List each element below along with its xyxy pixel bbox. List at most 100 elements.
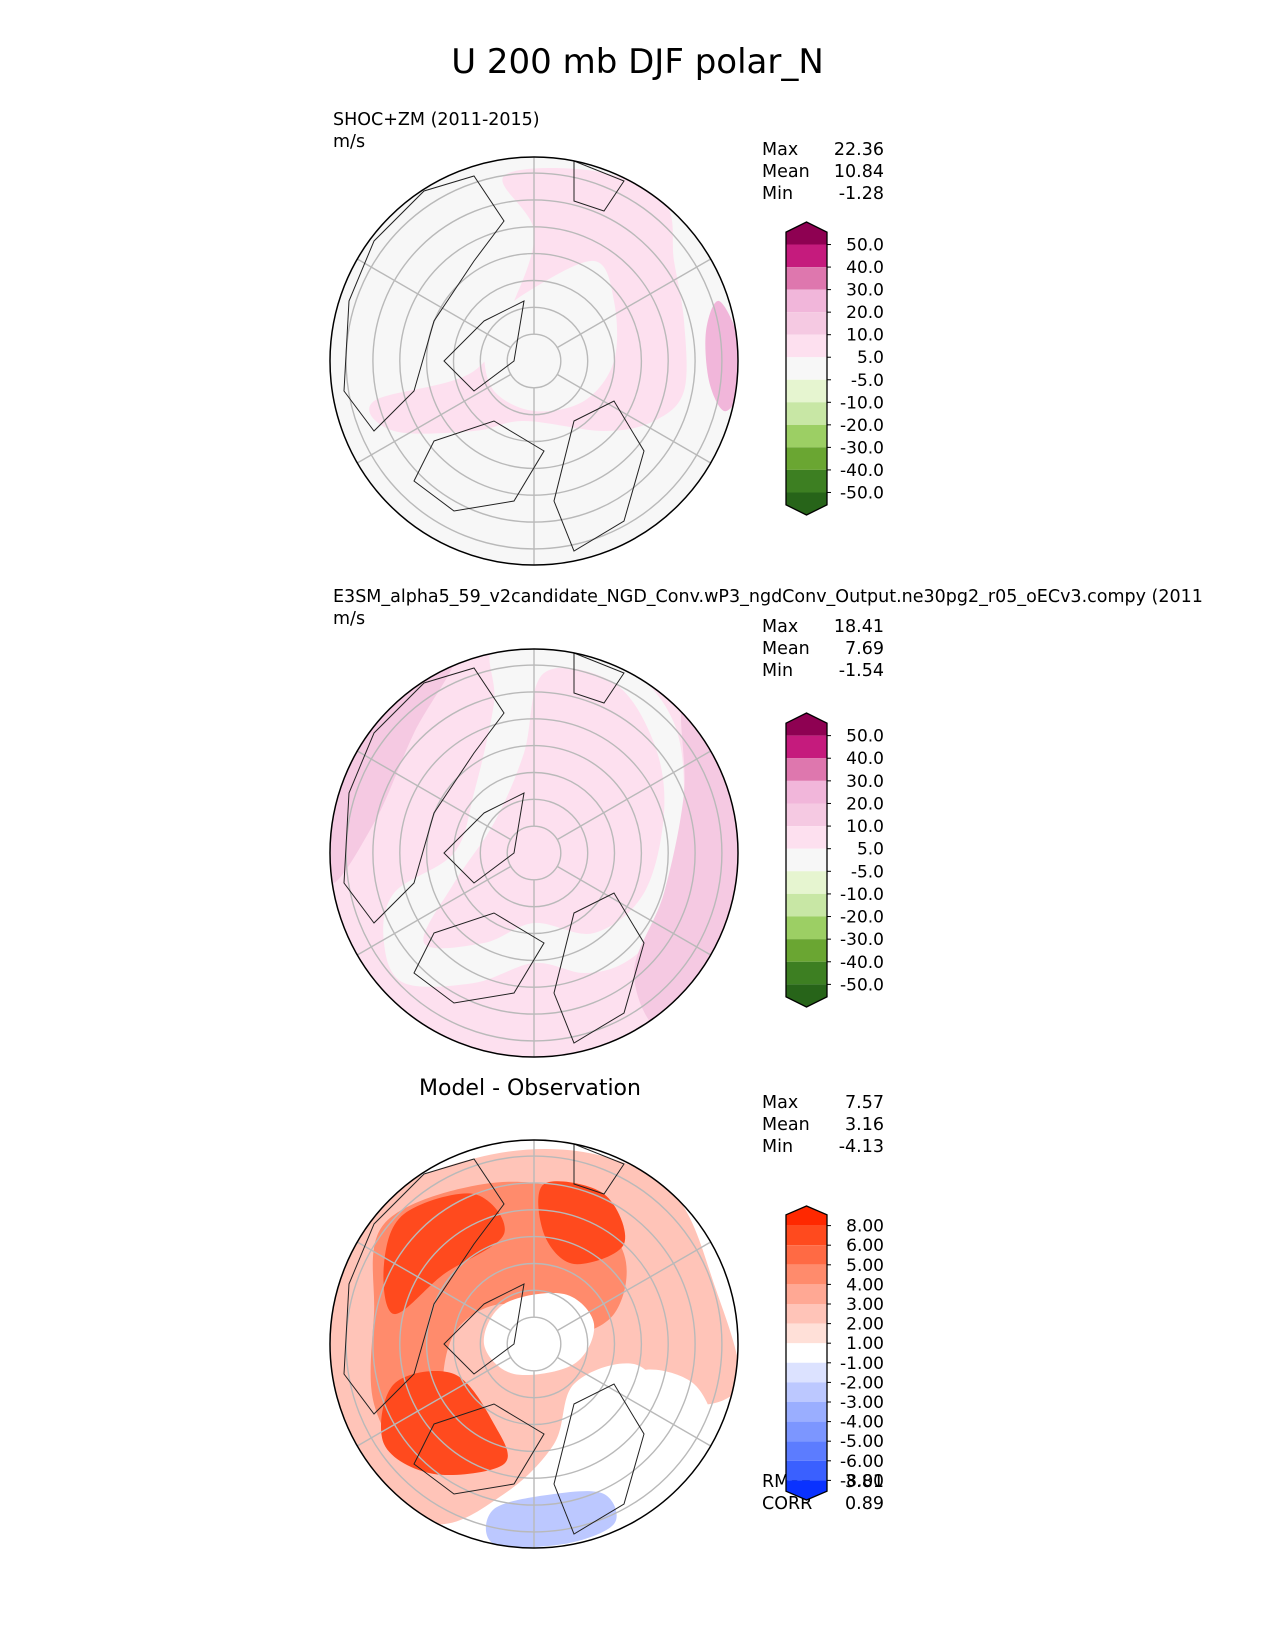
field-contour	[705, 300, 738, 412]
colorbar-segment	[786, 916, 827, 940]
panel-1-units: m/s	[333, 132, 366, 152]
meridian-line	[556, 1241, 712, 1332]
colorbar-tick-label: -40.0	[840, 461, 884, 481]
panel-1-stats: Max 22.36 Mean 10.84 Min -1.28	[762, 139, 884, 205]
colorbar-segment	[786, 1382, 827, 1402]
colorbar-segment	[786, 1441, 827, 1461]
colorbar-tick-label: 5.00	[846, 1256, 884, 1276]
meridian-line	[556, 1356, 712, 1447]
colorbar-tick-label: 4.00	[846, 1275, 884, 1295]
colorbar-segment	[786, 289, 827, 313]
colorbar-segment	[786, 1225, 827, 1246]
colorbar-tick-label: 5.0	[857, 840, 884, 860]
stat-mean-label: Mean	[762, 639, 810, 659]
panel-2-title: E3SM_alpha5_59_v2candidate_NGD_Conv.wP3_…	[333, 587, 1203, 607]
colorbar-segment	[786, 1421, 827, 1442]
meridian-line	[356, 1241, 512, 1332]
panel-3-title: Model - Observation	[419, 1076, 641, 1101]
colorbar-tick-label: -10.0	[840, 393, 884, 413]
coastline	[443, 792, 525, 884]
coastline	[573, 1143, 625, 1195]
coastline	[553, 400, 645, 552]
stat-min-label: Min	[762, 661, 794, 681]
colorbar-segment	[786, 713, 827, 736]
coastline	[413, 420, 545, 512]
map-panel-3-field	[330, 1140, 738, 1548]
colorbar-tick-label: 40.0	[846, 258, 884, 278]
colorbar-tick-label: 40.0	[846, 749, 884, 769]
corr-value: 0.89	[845, 1494, 884, 1514]
coastline	[413, 1403, 545, 1495]
meridian-line	[356, 1356, 512, 1447]
colorbar-outline	[785, 712, 828, 1008]
colorbar-tick-label: -30.0	[840, 930, 884, 950]
colorbar-segment	[786, 312, 827, 335]
stat-max-value: 7.57	[845, 1093, 884, 1113]
panel-2-stats: Max 18.41 Mean 7.69 Min -1.54	[762, 616, 884, 682]
meridian-line	[356, 373, 512, 464]
meridian-line	[356, 258, 512, 349]
colorbar-segment	[786, 469, 827, 493]
colorbar-segment	[786, 357, 827, 380]
corr-label: CORR	[762, 1494, 813, 1514]
meridian-line	[556, 258, 712, 349]
colorbar-segment	[786, 492, 827, 515]
coastline	[553, 1383, 645, 1535]
colorbar-segment	[786, 803, 827, 827]
colorbar-segment	[786, 826, 827, 849]
colorbar-tick-label: 5.0	[857, 348, 884, 368]
map-panel-1-field	[330, 157, 738, 565]
colorbar-2: 50.040.0 30.020.0 10.0 5.0-5.0 -10.0 -20.0-30…	[785, 712, 884, 1008]
coastline	[343, 667, 505, 924]
colorbar-tick-label: -2.00	[840, 1373, 884, 1393]
field-contour	[621, 1369, 716, 1484]
colorbar-tick-label: -10.0	[840, 885, 884, 905]
colorbar-segment	[786, 1323, 827, 1344]
map-panel-3-border	[329, 1139, 739, 1549]
meridian-line	[356, 750, 512, 841]
colorbar-segment	[786, 379, 827, 403]
stat-mean-value: 3.16	[845, 1115, 884, 1135]
panel-1-title: SHOC+ZM (2011-2015)	[333, 110, 540, 130]
colorbar-tick-label: -5.00	[840, 1432, 884, 1452]
colorbar-segment	[786, 1362, 827, 1383]
colorbar-tick-label: -50.0	[840, 483, 884, 503]
stat-max-value: 22.36	[833, 140, 884, 160]
colorbar-3: 8.006.005.004.003.002.001.00-1.00-2.00-3…	[785, 1205, 884, 1501]
colorbar-tick-label: -30.0	[840, 438, 884, 458]
colorbar-segment	[786, 939, 827, 962]
colorbar-segment	[786, 222, 827, 245]
figure-title: U 200 mb DJF polar_N	[451, 42, 824, 82]
stat-max-value: 18.41	[833, 617, 884, 637]
colorbar-tick-label: 10.0	[846, 326, 884, 346]
colorbar-tick-label: 30.0	[846, 772, 884, 792]
colorbar-tick-label: -3.00	[840, 1393, 884, 1413]
stat-min-label: Min	[762, 184, 794, 204]
colorbar-segment	[786, 424, 827, 448]
colorbar-segment	[786, 1245, 827, 1265]
field-contour	[485, 1491, 617, 1548]
stat-max-label: Max	[762, 140, 799, 160]
field-contour	[538, 1181, 626, 1265]
colorbar-outline	[785, 1205, 828, 1501]
colorbar-segment	[786, 267, 827, 290]
coastline	[443, 300, 525, 392]
colorbar-segment	[786, 1343, 827, 1363]
map-panel-1-border	[329, 156, 739, 566]
colorbar-segment	[786, 961, 827, 985]
stat-max-label: Max	[762, 1093, 799, 1113]
colorbar-outline	[785, 221, 828, 516]
stat-mean-value: 10.84	[833, 162, 884, 182]
colorbar-segment	[786, 758, 827, 781]
field-contour	[483, 1292, 595, 1376]
stat-mean-value: 7.69	[845, 639, 884, 659]
colorbar-tick-label: -4.00	[840, 1413, 884, 1433]
colorbar-tick-label: -20.0	[840, 908, 884, 928]
colorbar-tick-label: -40.0	[840, 953, 884, 973]
colorbar-segment	[786, 780, 827, 804]
colorbar-tick-label: 20.0	[846, 303, 884, 323]
map-panel-2-field	[330, 649, 738, 1057]
stat-mean-label: Mean	[762, 162, 810, 182]
coastline	[343, 175, 505, 432]
